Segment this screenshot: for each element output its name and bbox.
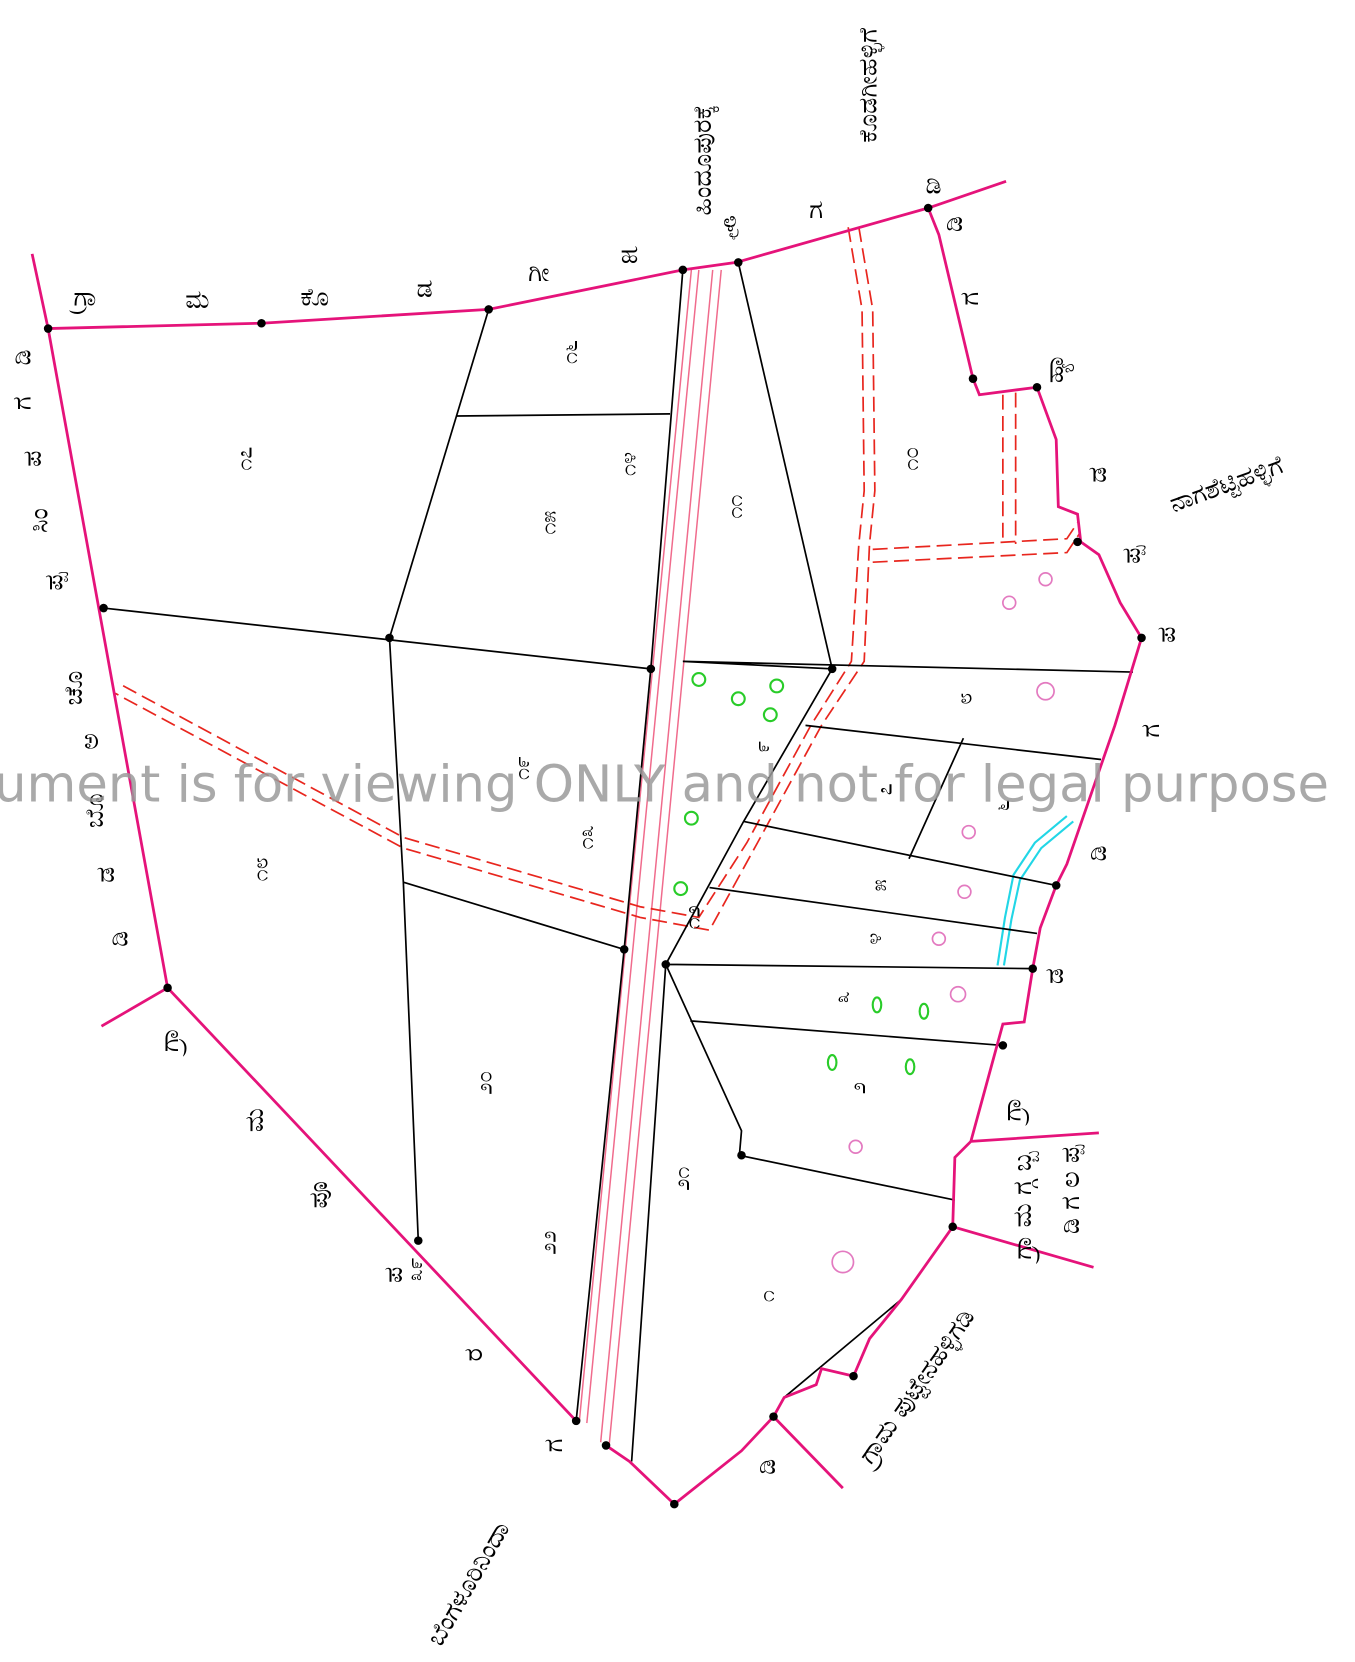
- boundary-label: ಡ: [91, 867, 121, 883]
- boundary-label: ಕೊ: [300, 283, 329, 313]
- boundary-label: ಳ್ಳಿ: [723, 208, 739, 240]
- labels: ಹಿಂದೂಪುರಕ್ಕೆ ಕೊಡಗೀಹಳ್ಳಿಗೆ ನಾಗಶೆಟ್ಟಿಹಳ್ಳಿಗೆ…: [0, 27, 1329, 1651]
- boundary-label: ಹ್ಯಾ: [1040, 353, 1074, 383]
- boundary-label: ಡಿ: [925, 171, 941, 201]
- watermark: ument is for viewing ONLY and not for le…: [0, 754, 1329, 814]
- village-map: ಹಿಂದೂಪುರಕ್ಕೆ ಕೊಡಗೀಹಳ್ಳಿಗೆ ನಾಗಶೆಟ್ಟಿಹಳ್ಳಿಗೆ…: [0, 0, 1355, 1662]
- boundary-label: ಪ: [1152, 627, 1182, 643]
- boundary-label: ಮ: [240, 1108, 270, 1132]
- road: [579, 270, 721, 1444]
- boundary-label: ಗ: [1136, 724, 1166, 738]
- place-name: ಕೊಡಗೀಹಳ್ಳಿಗೆ: [854, 27, 886, 143]
- stream: [998, 816, 1074, 965]
- survey-stones: [44, 204, 1146, 1509]
- survey-number: ೧೦: [899, 447, 924, 471]
- boundary-label: ಡಿ: [8, 349, 38, 365]
- boundary-label: ಗ: [955, 292, 985, 306]
- place-name: ಹಿಂದೂಪುರಕ್ಕೆ: [688, 104, 720, 215]
- place-name: ನಾಗಶೆಟ್ಟಿಹಳ್ಳಿಗೆ: [1166, 450, 1289, 521]
- boundary-label: ಪೂ: [304, 1181, 334, 1209]
- boundary-label: ಪ: [18, 451, 48, 467]
- survey-number: ೨೨: [536, 1231, 561, 1255]
- boundary-label: ಹ: [621, 240, 639, 270]
- boundary-label: ಡಿ: [752, 1459, 782, 1475]
- boundary-label: ಡ: [1083, 467, 1113, 483]
- boundary-label: ಚೊ: [59, 671, 89, 706]
- boundary-label: ಡಿ ಗ ಲ ಪ್ಪ: [1056, 1145, 1086, 1235]
- boundary-label: ಪ್ಪ: [40, 572, 70, 591]
- boundary-label: ಗ್ರಾ: [155, 1028, 186, 1057]
- survey-number: ೧೬: [558, 340, 583, 364]
- survey-number: ೨: [846, 1082, 871, 1094]
- boundary-label: ರ: [459, 1348, 489, 1362]
- boundary-label: ಡಿ: [1083, 845, 1113, 861]
- survey-number: ೧೩: [574, 825, 599, 849]
- boundary-label: ಡ: [417, 274, 433, 304]
- place-name: ಬೆಂಗಳೂರಿನಿಂದಾ: [421, 1516, 516, 1651]
- survey-number: ೩: [830, 991, 855, 1003]
- survey-number: ೫: [867, 879, 892, 891]
- boundary-label: ಪ್ಪ: [1117, 545, 1147, 564]
- survey-number: ೯: [750, 741, 775, 753]
- boundary-label: ಡಿ: [939, 216, 969, 232]
- survey-number: ೧೮: [248, 857, 273, 881]
- boundary-label: ಗ: [809, 195, 823, 225]
- survey-number: ೮: [953, 693, 978, 705]
- boundary-label: ಡ: [1040, 968, 1070, 984]
- survey-number: ೪: [862, 933, 887, 945]
- boundary-label: ಸಿಂ: [25, 508, 55, 533]
- survey-number: ೧೪: [616, 452, 641, 476]
- survey-number: ೩೯: [403, 1257, 428, 1281]
- place-name: ಗ್ರಾಮ ಪುಟ್ಟೇನಹಳ್ಳಿಗಡಿ: [849, 1303, 982, 1474]
- boundary-label: ಗ್ರಾ ಮ ಗ್ಗ ಬ್ಬ: [1008, 1151, 1039, 1264]
- boundary-label: ಗ್ರಾ: [998, 1097, 1029, 1126]
- boundary-label: ಗ್ರಾ: [68, 283, 97, 314]
- boundary-label: ಗೀ: [528, 258, 550, 288]
- survey-number: ೨೧: [670, 1167, 695, 1191]
- boundary-label: ಮ: [185, 285, 209, 315]
- boundary-label: ಅ: [75, 733, 105, 750]
- trees: [674, 673, 928, 1074]
- survey-number: ೧೭: [232, 447, 257, 471]
- survey-number: ೧೫: [536, 511, 561, 535]
- boundary-label: ಗ: [8, 396, 38, 410]
- survey-number: ೨೦: [472, 1071, 497, 1095]
- survey-number: ೧೨: [681, 905, 706, 929]
- survey-number: ೧೧: [723, 495, 748, 519]
- page: {"map":{ "place_names":["ಹಿಂದೂಪುರಕ್ಕೆ","…: [0, 0, 1355, 1662]
- survey-number: ೧: [755, 1290, 780, 1302]
- boundary-label: ಡಿ: [105, 931, 135, 947]
- boundary-label: ಗ: [539, 1439, 569, 1453]
